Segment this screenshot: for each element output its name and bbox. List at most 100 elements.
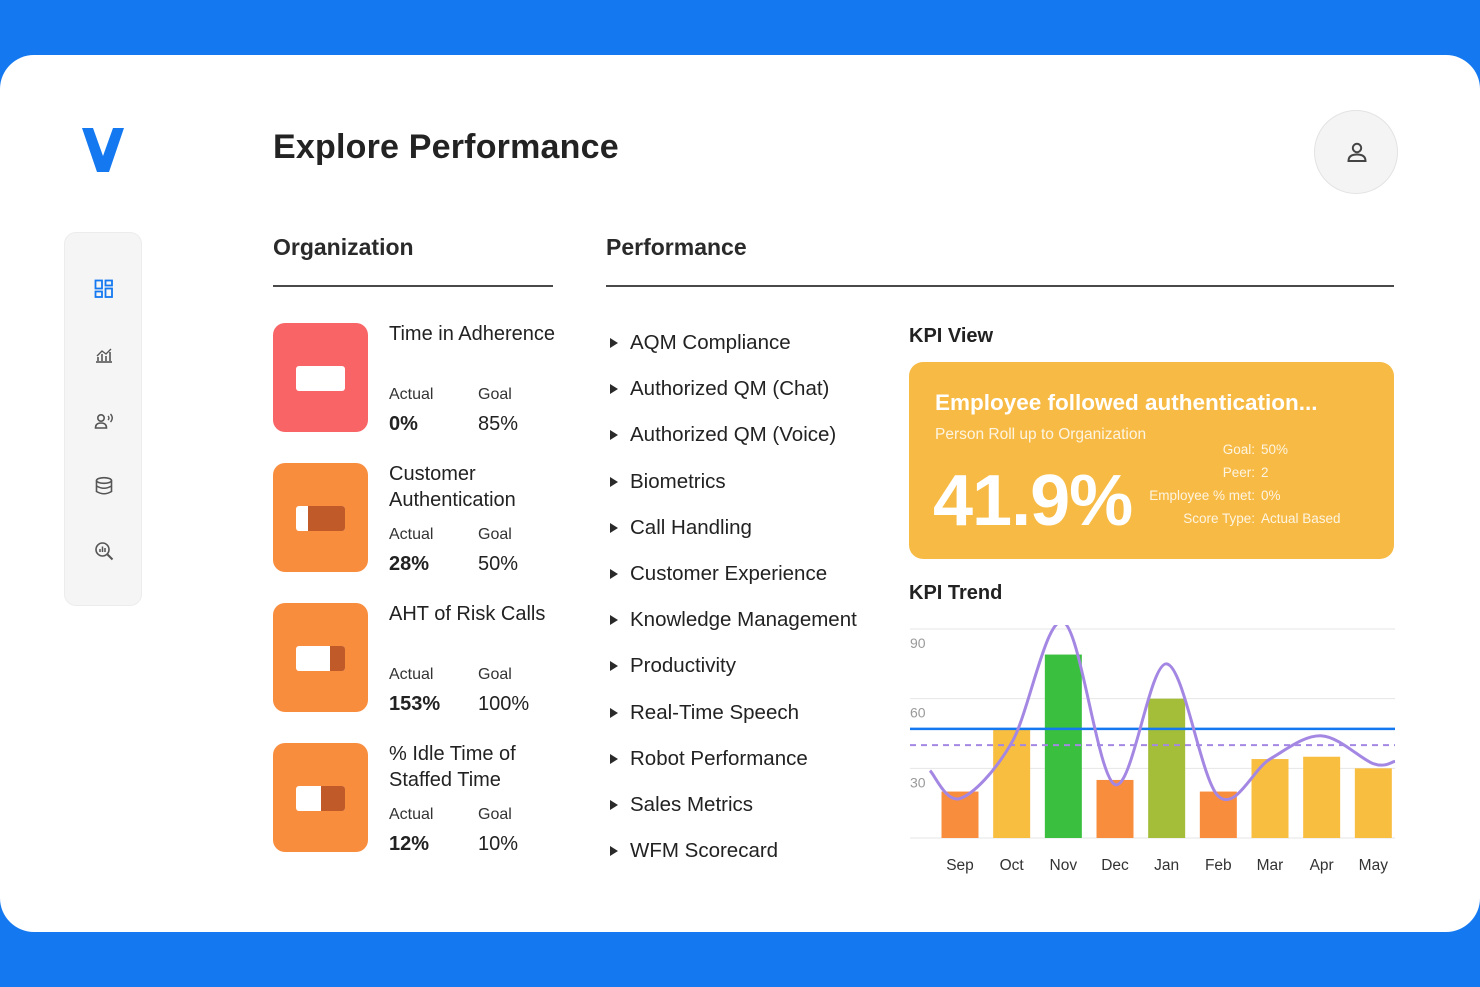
expand-arrow-icon xyxy=(610,707,618,718)
perf-item-call-handling[interactable]: Call Handling xyxy=(608,505,857,551)
actual-label: Actual xyxy=(389,806,434,823)
perf-item-label: Real-Time Speech xyxy=(630,700,800,724)
x-tick-label: Mar xyxy=(1257,857,1284,874)
toggle-indicator xyxy=(296,786,345,811)
expand-arrow-icon xyxy=(610,384,618,395)
kpi-value: 41.9% xyxy=(933,461,1133,541)
org-item-idle-time[interactable]: % Idle Time of Staffed Time Actual Goal … xyxy=(273,743,563,855)
perf-item-productivity[interactable]: Productivity xyxy=(608,643,857,689)
stat-label: Peer: xyxy=(1222,465,1255,480)
database-icon[interactable] xyxy=(94,476,114,496)
perf-item-customer-experience[interactable]: Customer Experience xyxy=(608,551,857,597)
expand-arrow-icon xyxy=(610,799,618,810)
bar-jan xyxy=(1148,698,1186,838)
search-analytics-icon[interactable] xyxy=(94,541,114,561)
org-item-name: AHT of Risk Calls xyxy=(389,603,546,625)
bar-apr xyxy=(1303,756,1341,838)
x-tick-label: Nov xyxy=(1050,857,1078,874)
actual-value: 28% xyxy=(389,553,430,575)
bar-nov xyxy=(1044,654,1082,838)
page-title: Explore Performance xyxy=(273,128,619,166)
kpi-trend-title: KPI Trend xyxy=(909,582,1003,604)
perf-item-knowledge-management[interactable]: Knowledge Management xyxy=(608,597,857,643)
stat-label: Score Type: xyxy=(1183,511,1255,526)
y-tick-label: 60 xyxy=(910,705,926,721)
perf-item-label: AQM Compliance xyxy=(630,331,791,355)
goal-value: 100% xyxy=(478,693,530,715)
actual-label: Actual xyxy=(389,526,434,543)
perf-item-aqm-compliance[interactable]: AQM Compliance xyxy=(608,320,857,366)
stat-label: Goal: xyxy=(1222,442,1255,457)
actual-label: Actual xyxy=(389,666,434,683)
perf-item-wfm-scorecard[interactable]: WFM Scorecard xyxy=(608,828,857,874)
perf-item-biometrics[interactable]: Biometrics xyxy=(608,459,857,505)
organization-title: Organization xyxy=(273,234,414,260)
x-tick-label: Apr xyxy=(1310,857,1334,874)
trend-line xyxy=(928,625,1396,801)
perf-item-label: Customer Experience xyxy=(630,562,828,586)
goal-value: 50% xyxy=(478,553,519,575)
perf-item-authorized-qm-voice[interactable]: Authorized QM (Voice) xyxy=(608,412,857,458)
kpi-headline: Employee followed authentication... xyxy=(935,390,1318,415)
org-item-customer-authentication[interactable]: Customer Authentication Actual Goal 28% … xyxy=(273,463,563,575)
kpi-view-card[interactable]: Employee followed authentication... Pers… xyxy=(909,362,1394,559)
toggle-indicator xyxy=(296,646,345,671)
perf-item-authorized-qm-chat[interactable]: Authorized QM (Chat) xyxy=(608,366,857,412)
org-item-time-in-adherence[interactable]: Time in Adherence Actual Goal 0% 85% xyxy=(273,323,563,435)
perf-item-label: Productivity xyxy=(630,654,736,678)
analytics-icon[interactable] xyxy=(94,345,114,365)
kpi-view-title: KPI View xyxy=(909,325,994,347)
stat-value: 2 xyxy=(1261,465,1269,480)
toggle-fill xyxy=(308,506,345,531)
goal-label: Goal xyxy=(478,806,512,823)
expand-arrow-icon xyxy=(610,338,618,349)
performance-title: Performance xyxy=(606,234,747,260)
perf-item-label: Robot Performance xyxy=(630,746,808,770)
organization-divider xyxy=(273,285,553,287)
actual-value: 12% xyxy=(389,833,430,855)
kpi-trend-chart[interactable]: 30 60 90 Sep Oct Nov Dec Jan Feb Mar Apr May xyxy=(905,625,1400,885)
bar-may xyxy=(1354,768,1392,838)
bar-dec xyxy=(1096,779,1134,838)
x-tick-label: Dec xyxy=(1101,857,1129,874)
expand-arrow-icon xyxy=(610,522,618,533)
toggle-fill xyxy=(320,786,345,811)
goal-label: Goal xyxy=(478,526,512,543)
perf-item-robot-performance[interactable]: Robot Performance xyxy=(608,736,857,782)
user-avatar-button[interactable] xyxy=(1314,110,1398,194)
org-status-tile xyxy=(273,743,368,852)
x-tick-label: Jan xyxy=(1154,857,1179,874)
org-item-name: Customer Authentication xyxy=(389,463,516,511)
dashboard-icon[interactable] xyxy=(94,279,114,299)
org-status-tile xyxy=(273,603,368,712)
expand-arrow-icon xyxy=(610,846,618,857)
perf-item-label: Biometrics xyxy=(630,469,726,493)
perf-item-label: Authorized QM (Voice) xyxy=(630,423,837,447)
y-tick-label: 90 xyxy=(910,635,926,651)
perf-item-label: Call Handling xyxy=(630,515,752,539)
goal-value: 85% xyxy=(478,413,519,435)
user-icon xyxy=(1347,142,1367,162)
actual-value: 0% xyxy=(389,413,418,435)
expand-arrow-icon xyxy=(610,753,618,764)
logo-icon xyxy=(82,128,124,172)
org-item-aht-of-risk-calls[interactable]: AHT of Risk Calls Actual Goal 153% 100% xyxy=(273,603,563,715)
perf-item-label: WFM Scorecard xyxy=(630,839,779,863)
expand-arrow-icon xyxy=(610,569,618,580)
perf-item-sales-metrics[interactable]: Sales Metrics xyxy=(608,782,857,828)
org-status-tile xyxy=(273,323,368,432)
performance-divider xyxy=(606,285,1394,287)
x-tick-label: May xyxy=(1359,857,1389,874)
users-speech-icon[interactable] xyxy=(94,411,114,431)
perf-item-real-time-speech[interactable]: Real-Time Speech xyxy=(608,690,857,736)
actual-value: 153% xyxy=(389,693,441,715)
kpi-stat-score-type: Score Type: Actual Based xyxy=(1141,507,1369,530)
kpi-stats: Goal: 50% Peer: 2 Employee % met: 0% Score … xyxy=(1141,438,1369,530)
toggle-indicator xyxy=(296,506,345,531)
stat-value: 0% xyxy=(1261,488,1281,503)
org-status-tile xyxy=(273,463,368,572)
x-tick-label: Oct xyxy=(1000,857,1025,874)
y-tick-label: 30 xyxy=(910,774,926,790)
expand-arrow-icon xyxy=(610,430,618,441)
perf-item-label: Knowledge Management xyxy=(630,608,857,632)
